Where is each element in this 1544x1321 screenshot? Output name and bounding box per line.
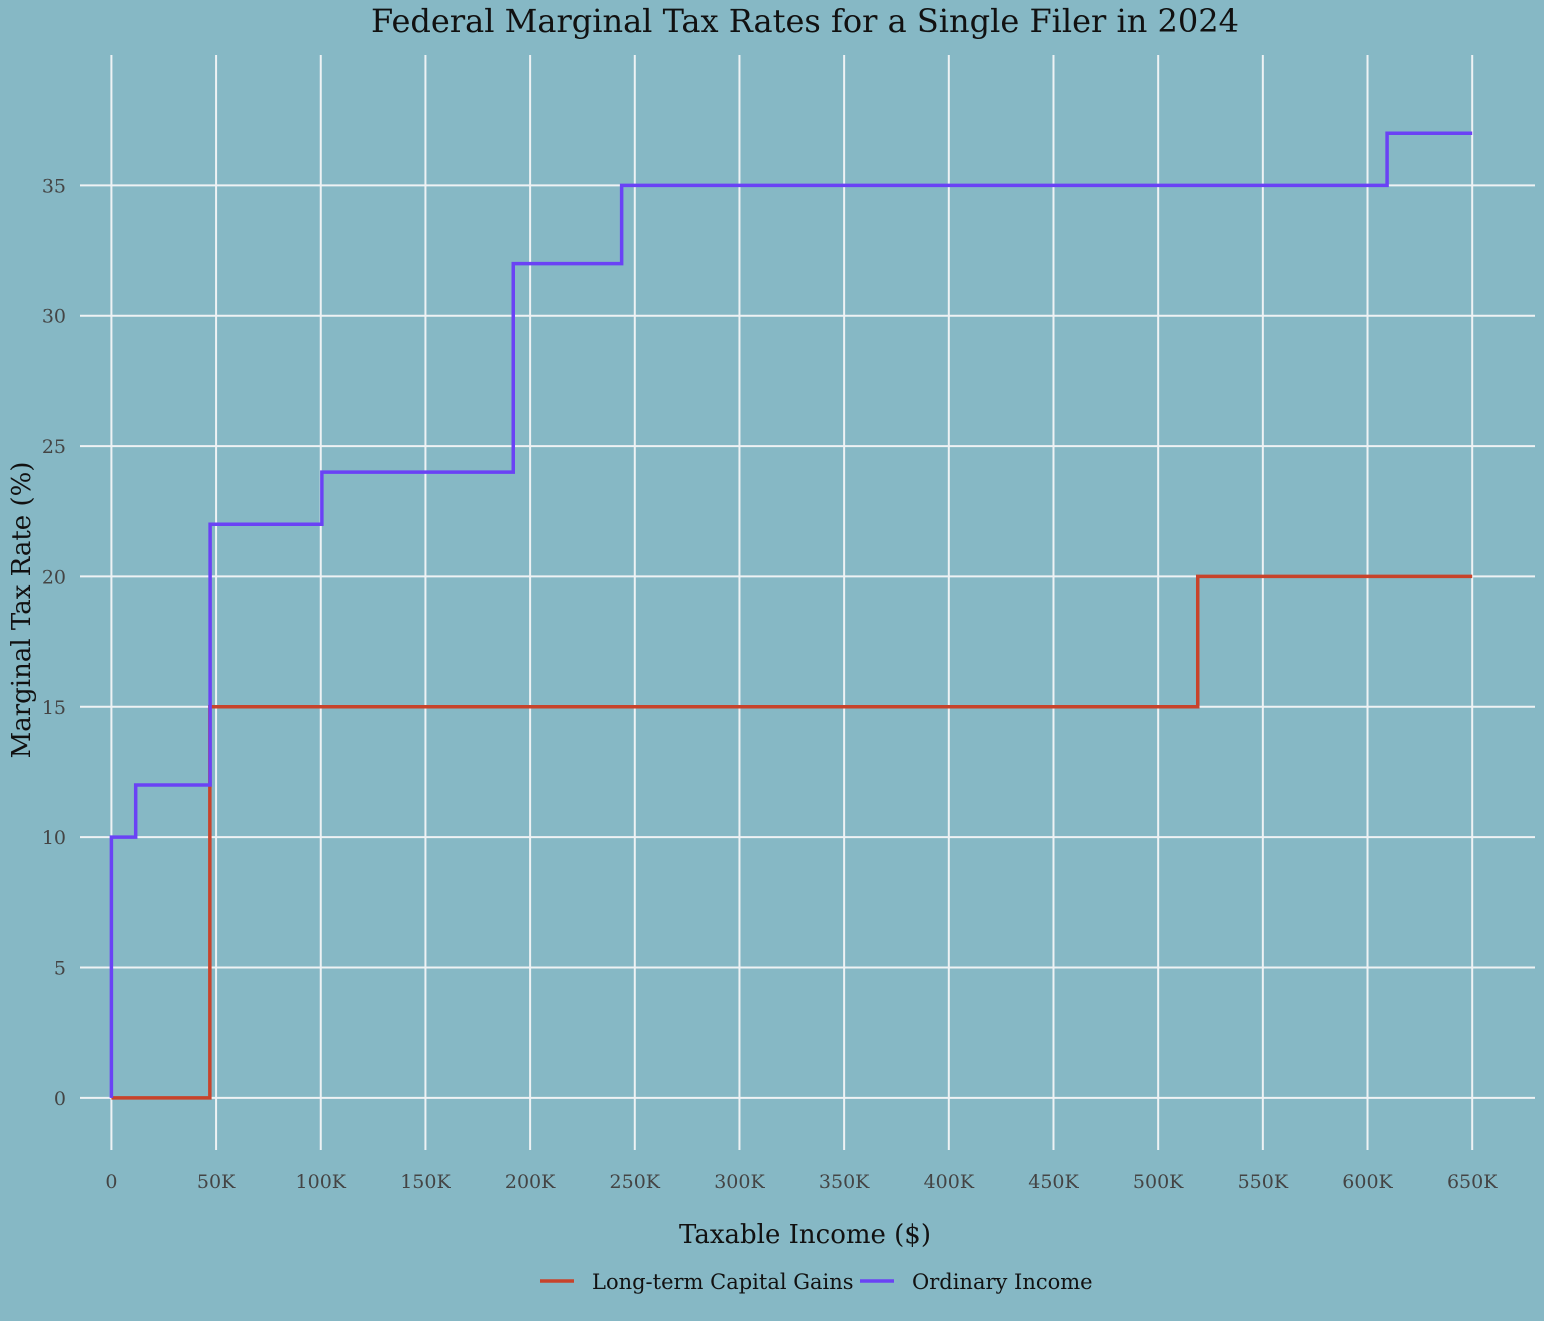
x-tick-label: 350K [819, 1171, 870, 1193]
x-tick-label: 0 [105, 1171, 117, 1193]
y-tick-label: 0 [54, 1088, 66, 1110]
x-tick-label: 100K [296, 1171, 347, 1193]
legend-label: Long-term Capital Gains [592, 1270, 854, 1294]
y-tick-label: 10 [42, 827, 66, 849]
grid [80, 55, 1535, 1150]
x-tick-label: 250K [610, 1171, 661, 1193]
y-tick-label: 25 [42, 436, 66, 458]
y-tick-label: 15 [42, 697, 66, 719]
x-tick-label: 600K [1342, 1171, 1393, 1193]
series-line-long-term-capital-gains [111, 574, 1473, 1100]
x-tick-label: 450K [1028, 1171, 1079, 1193]
x-tick-label: 500K [1133, 1171, 1184, 1193]
y-tick-label: 5 [54, 958, 66, 980]
x-tick-label: 300K [714, 1171, 765, 1193]
x-axis-title: Taxable Income ($) [679, 1220, 931, 1250]
y-tick-label: 35 [42, 175, 66, 197]
series-line-ordinary-income [109, 131, 1473, 1098]
tick-labels: 0 50K 100K 150K 200K 250K 300K 350K 400K 450K 500K… [42, 175, 1498, 1193]
legend: Long-term Capital Gains Ordinary Income [540, 1270, 1093, 1294]
x-tick-label: 200K [505, 1171, 556, 1193]
y-tick-label: 20 [42, 566, 66, 588]
x-tick-label: 550K [1238, 1171, 1289, 1193]
series-layer [109, 131, 1473, 1100]
x-tick-label: 400K [924, 1171, 975, 1193]
legend-label: Ordinary Income [912, 1270, 1093, 1294]
y-axis-title: Marginal Tax Rate (%) [7, 462, 37, 759]
chart-title: Federal Marginal Tax Rates for a Single … [371, 2, 1239, 40]
y-tick-label: 30 [42, 306, 66, 328]
x-tick-label: 650K [1447, 1171, 1498, 1193]
x-tick-label: 50K [197, 1171, 236, 1193]
x-tick-label: 150K [400, 1171, 451, 1193]
